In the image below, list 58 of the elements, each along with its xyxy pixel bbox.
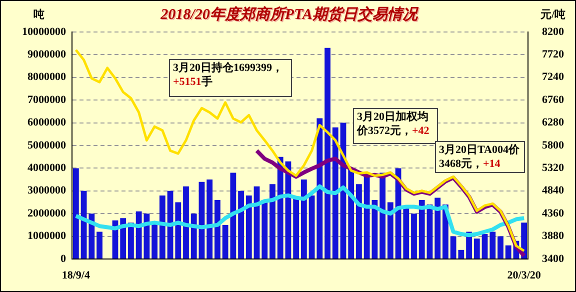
bar	[206, 180, 213, 258]
y2-tick-label: 8200	[542, 26, 564, 38]
bar	[308, 195, 315, 258]
y-tick-label: 3000000	[28, 184, 66, 197]
bar	[190, 214, 197, 258]
bar	[474, 238, 480, 258]
chart-title: 2018/20年度郑商所PTA期货日交易情况	[160, 6, 420, 24]
bar	[293, 198, 300, 258]
y-axis-title: 吨	[34, 8, 44, 21]
y2-tick-label: 3400	[542, 252, 564, 265]
y2-tick-label: 6280	[542, 116, 564, 129]
y-tick-label: 6000000	[28, 116, 66, 129]
y-tick-label: 5000000	[28, 139, 66, 152]
annotation: 3月20日加权均价3572元，+42	[356, 110, 430, 137]
y-tick-label: 2000000	[28, 207, 66, 220]
bar	[418, 200, 425, 258]
y2-tick-label: 4360	[542, 207, 564, 220]
bar	[238, 190, 244, 258]
bar	[387, 202, 394, 258]
y2-tick-label: 7720	[542, 48, 564, 61]
y-tick-label: 9000000	[28, 48, 66, 61]
bar	[270, 184, 276, 258]
bar	[434, 198, 441, 258]
y-tick-label: 1000000	[28, 230, 66, 242]
y-tick-label: 10000000	[22, 26, 66, 38]
y-tick-label: 7000000	[28, 94, 66, 106]
bar	[324, 48, 330, 258]
y2-axis-title: 元/吨	[539, 8, 566, 21]
bar	[214, 200, 220, 258]
bar	[152, 222, 158, 258]
bar	[490, 232, 496, 258]
annotation: 3月20日持仓1699399，+5151手	[173, 60, 283, 88]
y-tick-label: 0	[60, 252, 66, 265]
bar	[356, 184, 362, 258]
y2-tick-label: 3880	[542, 230, 564, 242]
y2-tick-label: 4840	[542, 184, 564, 197]
bar	[159, 195, 166, 258]
bar	[505, 245, 512, 258]
y-tick-label: 8000000	[28, 71, 66, 84]
annotation: 3月20日TA004价3468元，+14	[439, 142, 520, 170]
bar	[411, 214, 417, 258]
y-tick-label: 4000000	[28, 162, 66, 174]
x-tick-label: 20/3/20	[507, 269, 542, 282]
y2-tick-label: 7240	[542, 71, 564, 84]
y2-tick-label: 5800	[542, 139, 564, 152]
bar	[183, 186, 189, 258]
bar	[300, 180, 307, 258]
y2-tick-label: 5320	[542, 162, 564, 174]
bar	[482, 234, 488, 258]
bar	[246, 195, 252, 258]
bar	[88, 214, 95, 258]
bar	[498, 236, 504, 258]
bar	[72, 168, 79, 258]
bar	[403, 206, 410, 258]
bar	[96, 232, 102, 258]
x-tick-label: 18/9/4	[62, 269, 90, 282]
y2-tick-label: 6760	[542, 94, 564, 106]
bar	[175, 202, 182, 258]
